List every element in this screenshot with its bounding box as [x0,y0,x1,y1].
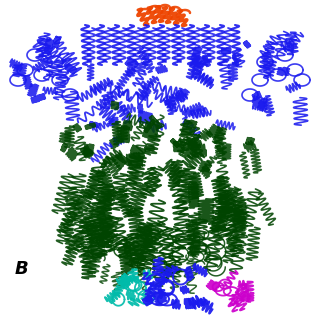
Text: B: B [15,260,29,278]
